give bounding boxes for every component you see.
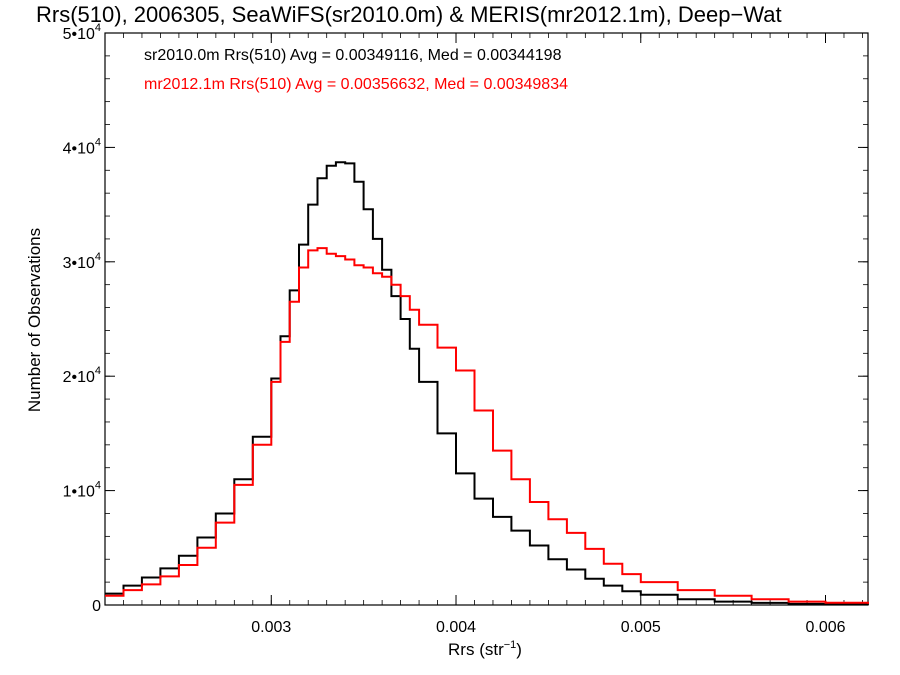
stat-annotation-1: sr2010.0m Rrs(510) Avg = 0.00349116, Med… — [144, 47, 562, 64]
x-axis: 0.003 0.004 0.005 0.006 — [104, 33, 863, 636]
y-tick-label: 5•104 — [63, 22, 101, 43]
series-group — [105, 161, 869, 606]
y-tick-label: 1•104 — [63, 480, 101, 501]
plot-frame — [104, 32, 869, 606]
y-tick-label: 2•104 — [63, 365, 101, 386]
series-line-1 — [105, 161, 869, 606]
series-line-2 — [105, 247, 869, 604]
y-axis: 0 1•104 2•104 3•104 4•104 5•104 — [63, 22, 868, 615]
y-tick-label: 0 — [92, 598, 101, 615]
plot-border — [104, 32, 869, 606]
x-tick-label: 0.004 — [436, 619, 476, 636]
x-tick-label: 0.005 — [621, 619, 661, 636]
x-tick-label: 0.003 — [251, 619, 291, 636]
y-axis-label: Number of Observations — [25, 228, 44, 412]
y-tick-label: 3•104 — [63, 251, 101, 272]
chart-title: Rrs(510), 2006305, SeaWiFS(sr2010.0m) & … — [36, 2, 782, 27]
x-tick-label: 0.006 — [805, 619, 845, 636]
stat-annotation-2: mr2012.1m Rrs(510) Avg = 0.00356632, Med… — [144, 76, 568, 93]
y-tick-label: 4•104 — [63, 136, 101, 157]
x-axis-label: Rrs (str−1) — [448, 639, 522, 659]
annotation-group: sr2010.0m Rrs(510) Avg = 0.00349116, Med… — [144, 47, 568, 93]
